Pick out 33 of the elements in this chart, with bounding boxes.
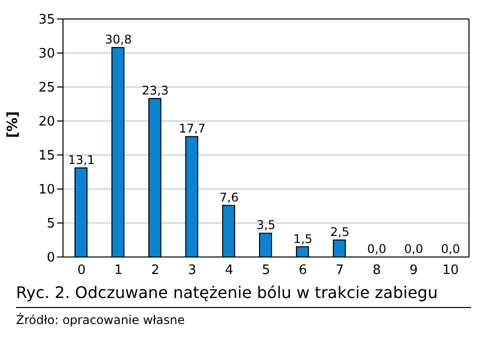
y-tick-label: 25 [38,80,55,96]
x-tick-label: 1 [114,263,123,278]
data-label: 17,7 [178,122,206,136]
data-label: 0,0 [367,242,386,256]
y-tick-label: 10 [38,182,55,198]
x-tick-label: 0 [77,263,86,278]
x-tick-label: 7 [336,263,344,278]
data-label: 13,1 [68,152,95,167]
y-tick-label: 15 [38,148,55,164]
x-tick-label: 9 [409,263,418,278]
data-label: 0,0 [441,242,460,256]
data-label: 0,0 [404,242,424,256]
x-tick-label: 8 [372,263,381,278]
y-tick-label: 0 [46,250,55,266]
data-label: 2,5 [330,225,350,239]
x-tick-label: 2 [151,263,160,278]
x-tick-label: 5 [262,263,270,278]
text: Ryc. 2. Odczuwane natężenie bólu w trakcie zabiegu [16,283,471,308]
x-tick-label: 10 [442,263,459,278]
data-label: 23,3 [142,84,169,98]
y-tick-label: 5 [46,216,55,232]
data-label: 7,6 [220,190,239,204]
y-tick-label: 30 [38,46,55,62]
x-tick-label: 3 [188,263,196,278]
y-tick-label: 35 [38,12,55,28]
x-tick-label: 4 [224,263,234,278]
text: Źródło: opracowanie własne [16,313,185,327]
x-tick-label: 6 [298,263,308,278]
data-label: 30,8 [105,32,132,47]
data-label: 3,5 [256,218,276,232]
data-label: 1,5 [293,232,312,246]
y-axis-title: [%] [4,111,21,138]
y-tick-label: 20 [38,114,55,130]
